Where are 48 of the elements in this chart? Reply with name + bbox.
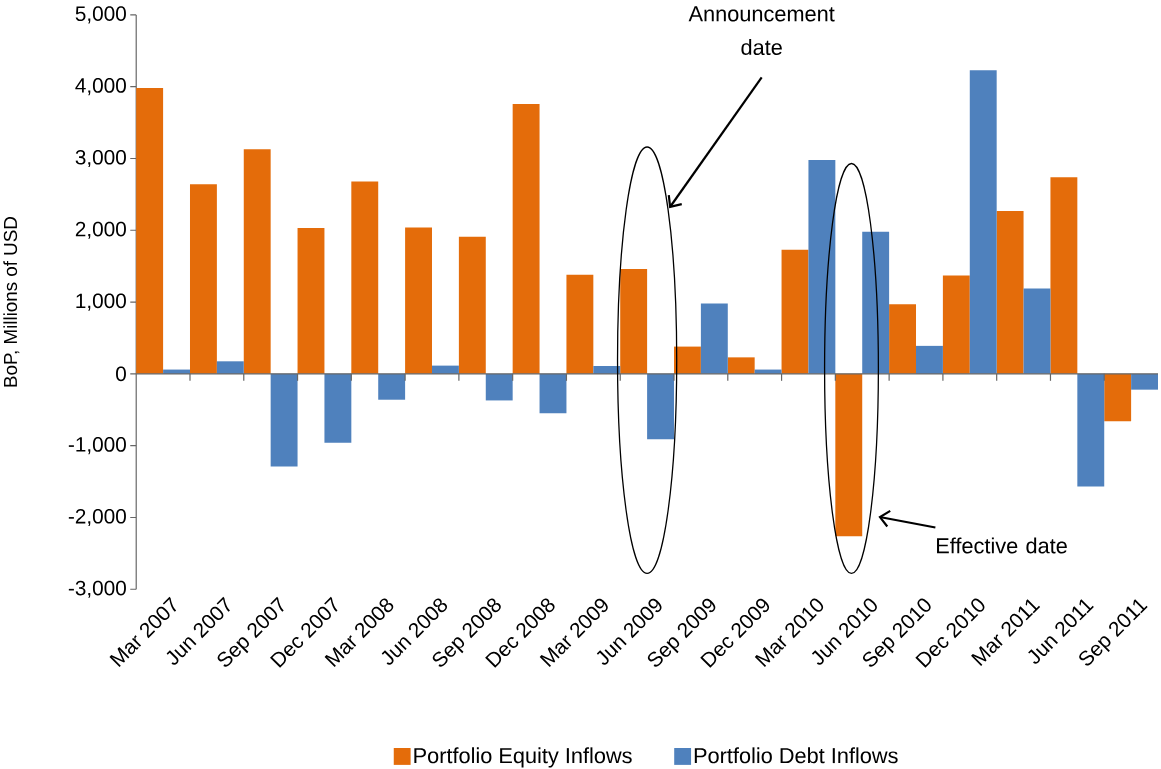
annotation: Announcement date [688, 6, 835, 56]
bar [512, 104, 540, 375]
bar [189, 184, 217, 375]
bar [270, 374, 298, 467]
bar [808, 160, 836, 375]
y-tick-label: -2,000 [68, 509, 126, 527]
y-tick-label: 3,000 [75, 150, 126, 168]
bar [566, 275, 594, 375]
y-tick-label: 5,000 [75, 6, 126, 24]
bar [1050, 177, 1078, 375]
bar [781, 249, 809, 375]
bar [969, 70, 997, 375]
bar [243, 149, 271, 375]
bar [620, 269, 648, 375]
y-axis-title: BoP, Millions of USD [3, 217, 20, 387]
annotation: Effective date [937, 537, 1067, 554]
bar [673, 346, 701, 375]
bar [916, 346, 943, 375]
bar [996, 211, 1024, 375]
bar [700, 303, 728, 375]
bar [297, 228, 325, 375]
bar [727, 357, 755, 375]
bar [378, 374, 406, 400]
bar [485, 374, 513, 401]
y-tick-label: -1,000 [68, 437, 126, 455]
bar [1023, 288, 1051, 375]
y-tick-label: 4,000 [75, 78, 126, 96]
bar [324, 374, 352, 444]
bar [835, 374, 863, 537]
bar [405, 227, 432, 375]
bar [889, 304, 916, 375]
y-tick-label: 2,000 [75, 221, 126, 240]
y-tick-label: 0 [116, 366, 126, 382]
bar [942, 275, 970, 375]
bar [647, 374, 675, 440]
bar [1077, 374, 1105, 487]
legend-label: Portfolio Debt Inflows [694, 747, 898, 764]
bar [351, 181, 379, 375]
bar [862, 231, 890, 375]
legend-label: Portfolio Equity Inflows [414, 747, 632, 768]
y-tick-label: -3,000 [68, 580, 126, 599]
y-tick-label: 1,000 [76, 293, 126, 311]
bar [136, 88, 164, 375]
bar [1104, 374, 1132, 422]
bar [216, 361, 244, 375]
bar [458, 236, 486, 375]
bar [539, 374, 567, 414]
bar [1131, 374, 1159, 390]
